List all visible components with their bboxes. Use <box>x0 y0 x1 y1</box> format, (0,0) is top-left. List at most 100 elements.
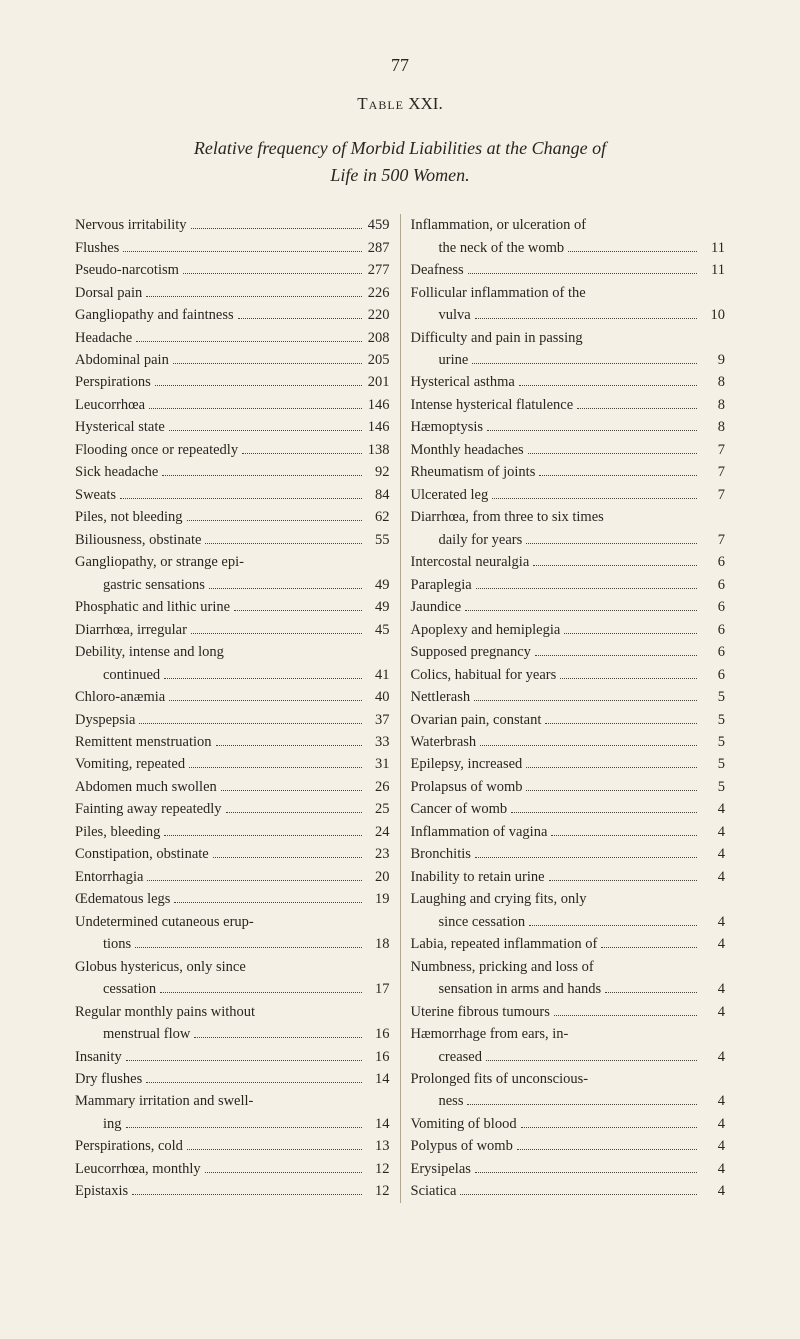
entry-continuation: menstrual flow16 <box>75 1023 390 1045</box>
entry-label: continued <box>103 664 160 686</box>
entry-label: Vomiting of blood <box>411 1113 517 1135</box>
entry-continuation: tions18 <box>75 933 390 955</box>
entry-row: Hysterical state146 <box>75 416 390 438</box>
leader-dots <box>577 408 697 409</box>
leader-dots <box>126 1060 362 1061</box>
entry-row: Sciatica4 <box>411 1180 726 1202</box>
entry-value: 287 <box>366 237 390 259</box>
leader-dots <box>183 273 362 274</box>
entry-label: Insanity <box>75 1046 122 1068</box>
leader-dots <box>123 251 361 252</box>
entry-value: 12 <box>366 1180 390 1202</box>
entry-value: 4 <box>701 843 725 865</box>
entry-row: Deafness 11 <box>411 259 726 281</box>
entry-value: 4 <box>701 1113 725 1135</box>
entry-row: Hæmoptysis8 <box>411 416 726 438</box>
entry-continuation: creased4 <box>411 1046 726 1068</box>
entry-row: Nervous irritability459 <box>75 214 390 236</box>
leader-dots <box>213 857 362 858</box>
leader-dots <box>147 880 361 881</box>
leader-dots <box>126 1127 362 1128</box>
entry-row: Labia, repeated inflammation of4 <box>411 933 726 955</box>
entry-value: 25 <box>366 798 390 820</box>
leader-dots <box>539 475 697 476</box>
entry-value: 19 <box>366 888 390 910</box>
entry-label: Chloro-anæmia <box>75 686 165 708</box>
entry-value: 7 <box>701 529 725 551</box>
entry-row: Perspirations, cold13 <box>75 1135 390 1157</box>
entry-label: Sweats <box>75 484 116 506</box>
entry-row: Cancer of womb4 <box>411 798 726 820</box>
entry-label: creased <box>439 1046 482 1068</box>
entry-first-line: Globus hystericus, only since <box>75 956 390 978</box>
entry-label: Inflammation of vagina <box>411 821 548 843</box>
leader-dots <box>529 925 697 926</box>
entry-first-line: Numbness, pricking and loss of <box>411 956 726 978</box>
leader-dots <box>164 835 361 836</box>
entry-continuation: ness4 <box>411 1090 726 1112</box>
entry-label: Deafness <box>411 259 464 281</box>
entry-row: Insanity16 <box>75 1046 390 1068</box>
entry-row: Leucorrhœa, monthly12 <box>75 1158 390 1180</box>
leader-dots <box>511 812 697 813</box>
entry-first-line: Regular monthly pains without <box>75 1001 390 1023</box>
entry-row: Remittent menstruation33 <box>75 731 390 753</box>
entry-value: 23 <box>366 843 390 865</box>
entry-value: 205 <box>366 349 390 371</box>
leader-dots <box>242 453 361 454</box>
entry-row: Uterine fibrous tumours4 <box>411 1001 726 1023</box>
page-number: 77 <box>75 55 725 76</box>
entry-label: sensation in arms and hands <box>439 978 602 1000</box>
entry-label: Œdematous legs <box>75 888 170 910</box>
leader-dots <box>191 228 362 229</box>
leader-dots <box>601 947 697 948</box>
entry-label: Inability to retain urine <box>411 866 545 888</box>
entry-row: Jaundice6 <box>411 596 726 618</box>
entry-label: Waterbrash <box>411 731 477 753</box>
entry-value: 18 <box>366 933 390 955</box>
leader-dots <box>472 363 697 364</box>
entry-first-line: Mammary irritation and swell- <box>75 1090 390 1112</box>
entry-label: Perspirations, cold <box>75 1135 183 1157</box>
entry-row: Constipation, obstinate23 <box>75 843 390 865</box>
entry-value: 11 <box>701 259 725 281</box>
leader-dots <box>467 1104 697 1105</box>
entry-row: Biliousness, obstinate55 <box>75 529 390 551</box>
entry-continuation: the neck of the womb11 <box>411 237 726 259</box>
leader-dots <box>191 633 362 634</box>
table-number: XXI. <box>408 94 442 113</box>
entry-label: Vomiting, repeated <box>75 753 185 775</box>
entry-label: daily for years <box>439 529 523 551</box>
entry-label: Epistaxis <box>75 1180 128 1202</box>
entry-first-line: Hæmorrhage from ears, in- <box>411 1023 726 1045</box>
leader-dots <box>486 1060 697 1061</box>
entry-label: Intercostal neuralgia <box>411 551 530 573</box>
entry-first-line: Inflammation, or ulceration of <box>411 214 726 236</box>
entry-row: Headache208 <box>75 327 390 349</box>
entry-value: 4 <box>701 978 725 1000</box>
leader-dots <box>526 543 697 544</box>
leader-dots <box>528 453 697 454</box>
entry-row: Flooding once or repeatedly138 <box>75 439 390 461</box>
entry-value: 33 <box>366 731 390 753</box>
leader-dots <box>174 902 361 903</box>
leader-dots <box>551 835 697 836</box>
entry-label: Entorrhagia <box>75 866 143 888</box>
entry-label: Ulcerated leg <box>411 484 489 506</box>
entry-label: Ovarian pain, constant <box>411 709 542 731</box>
entry-label: Hysterical state <box>75 416 165 438</box>
entry-value: 31 <box>366 753 390 775</box>
entry-value: 4 <box>701 1158 725 1180</box>
entry-label: Supposed pregnancy <box>411 641 531 663</box>
entry-value: 20 <box>366 866 390 888</box>
leader-dots <box>526 767 697 768</box>
leader-dots <box>549 880 697 881</box>
entry-label: Fainting away repeatedly <box>75 798 222 820</box>
entry-label: Perspirations <box>75 371 151 393</box>
leader-dots <box>146 296 361 297</box>
leader-dots <box>560 678 697 679</box>
entry-value: 40 <box>366 686 390 708</box>
entry-first-line: Laughing and crying fits, only <box>411 888 726 910</box>
entry-value: 5 <box>701 776 725 798</box>
leader-dots <box>465 610 697 611</box>
